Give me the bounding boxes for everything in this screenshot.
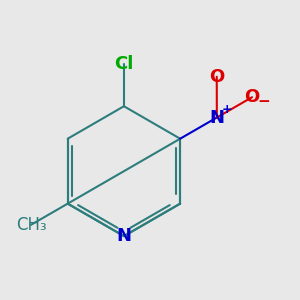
- Text: N: N: [209, 109, 224, 127]
- Text: O: O: [209, 68, 224, 86]
- Text: CH₃: CH₃: [16, 216, 46, 234]
- Text: N: N: [116, 227, 131, 245]
- Text: Cl: Cl: [114, 55, 134, 73]
- Text: −: −: [257, 94, 270, 109]
- Text: O: O: [244, 88, 260, 106]
- Text: +: +: [221, 103, 232, 116]
